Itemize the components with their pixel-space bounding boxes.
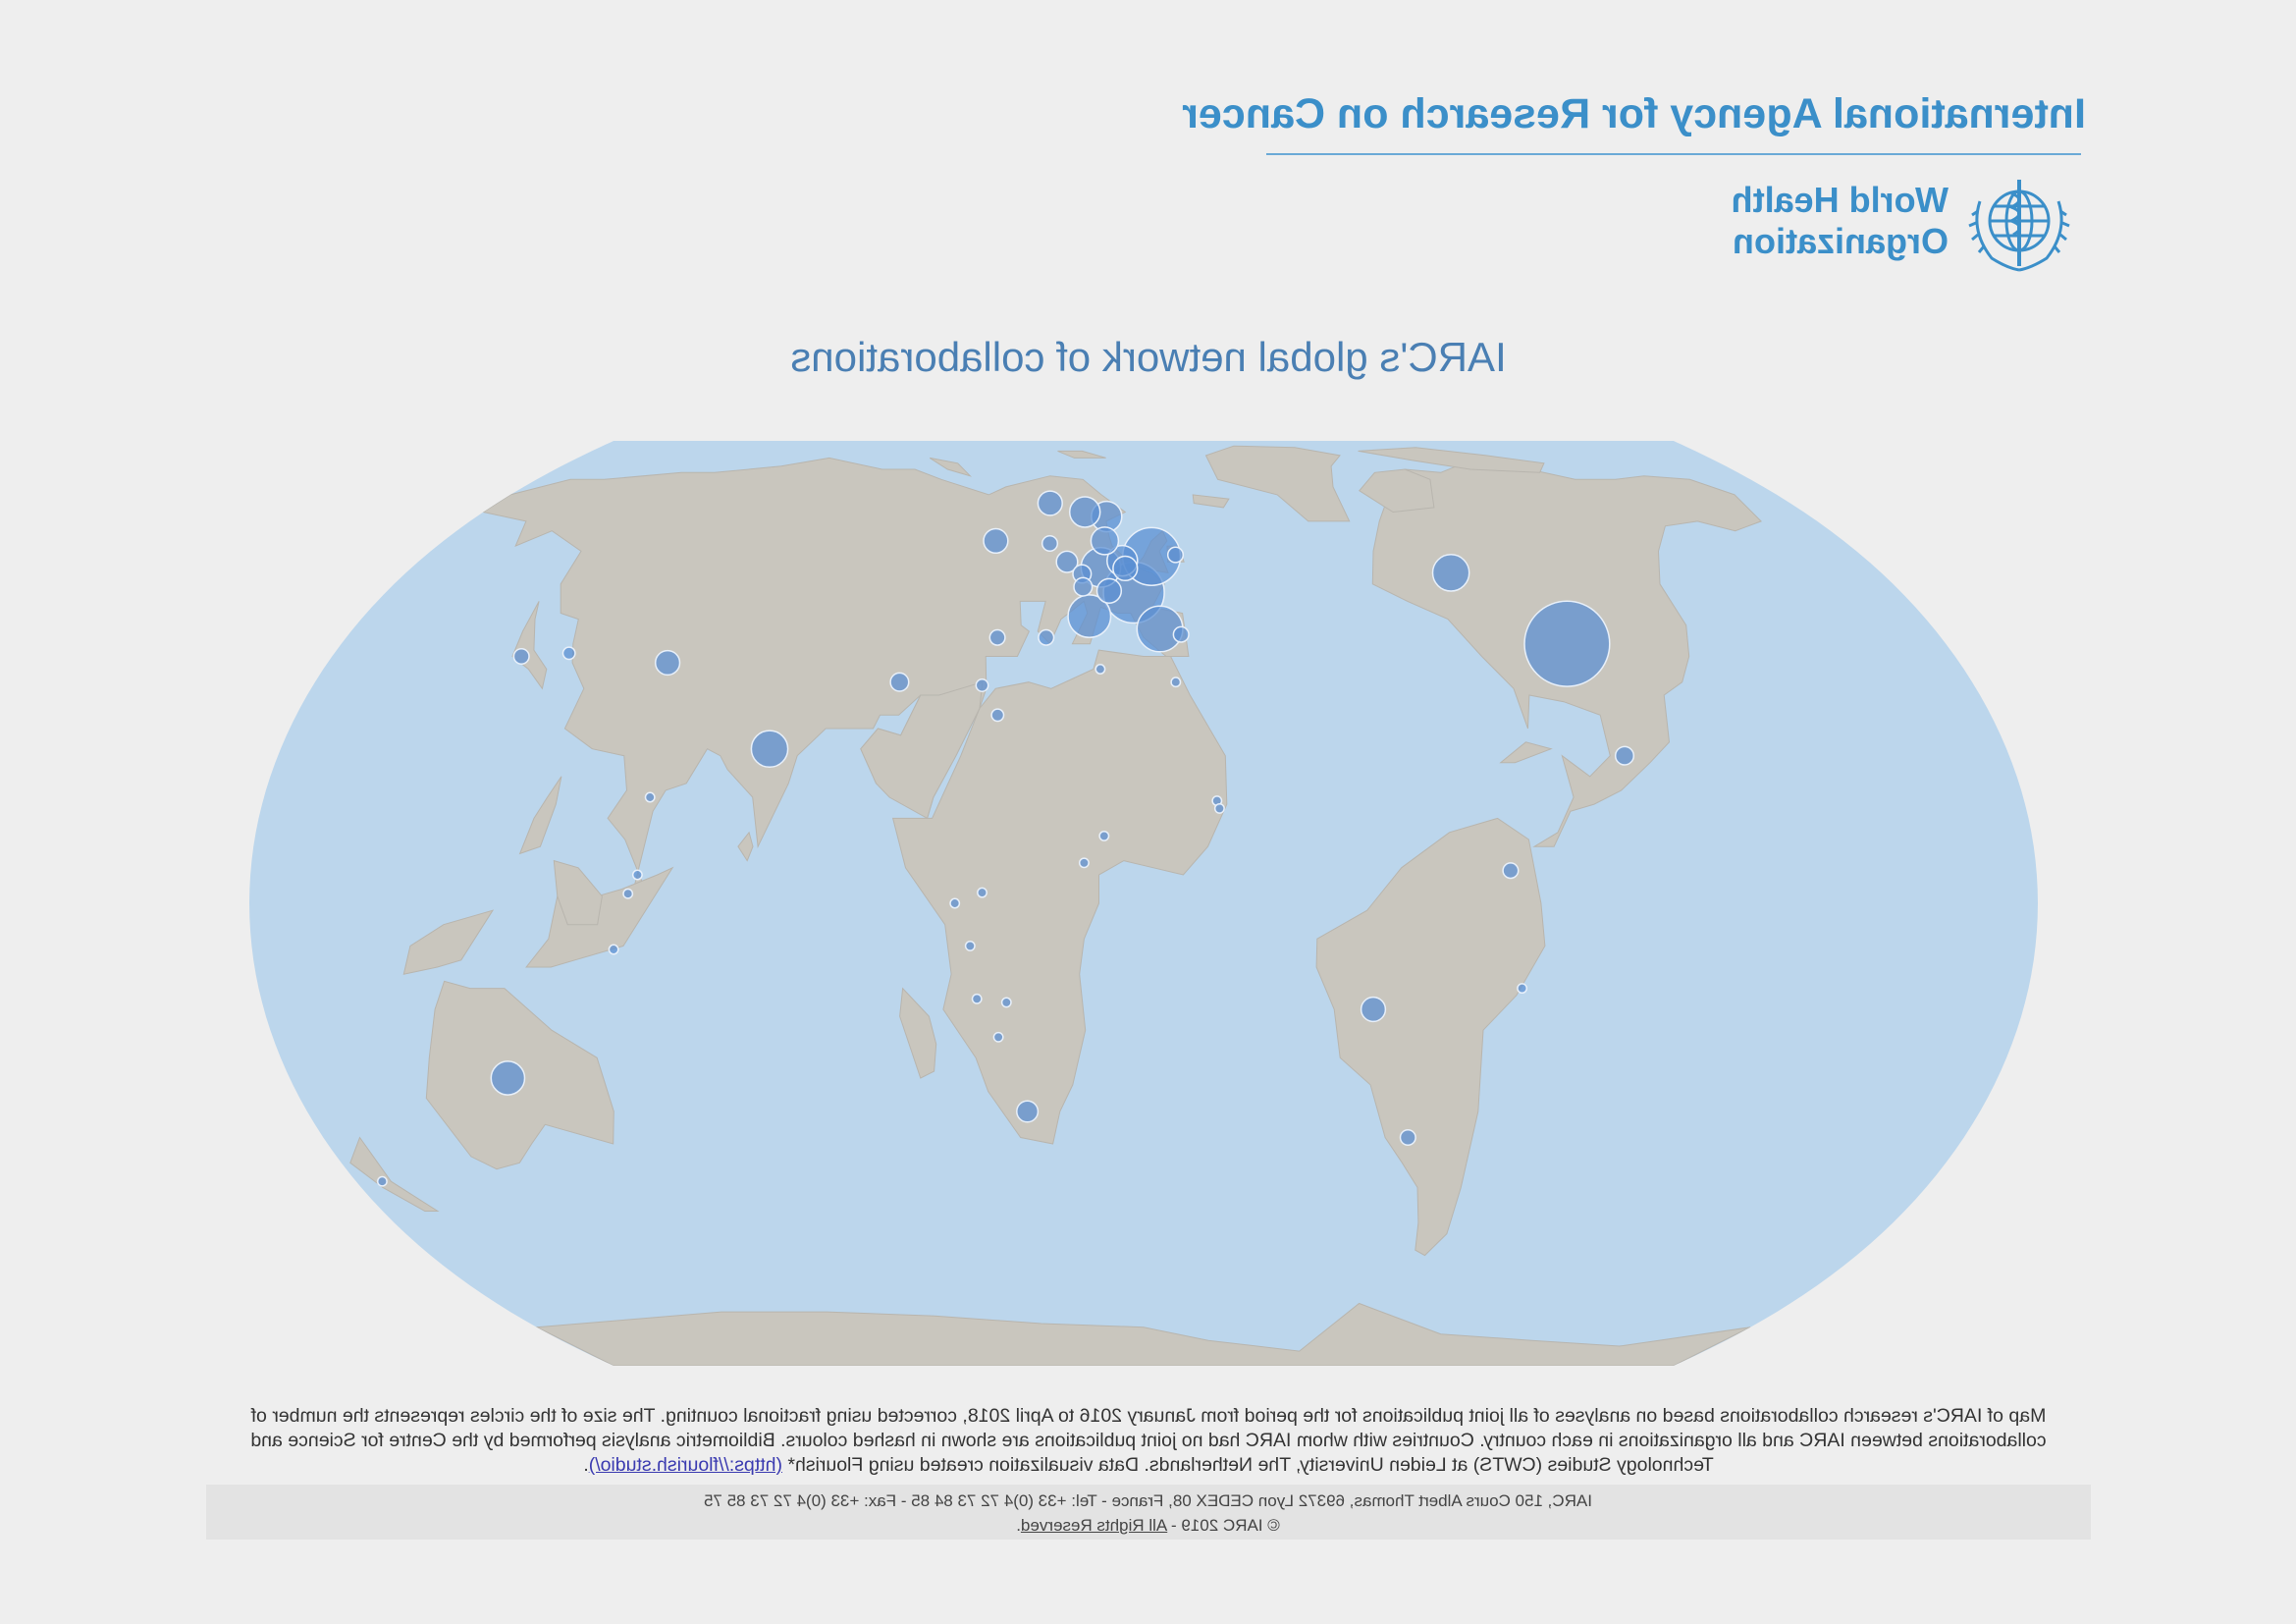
collab-circle-italy[interactable]: [1067, 594, 1112, 639]
landmass-arabia: [860, 681, 984, 820]
collab-circle-morocco[interactable]: [1170, 677, 1182, 688]
copyright-text: © IARC 2019 -: [1167, 1516, 1280, 1535]
collab-circle-nigeria[interactable]: [1098, 830, 1110, 841]
collab-circle-russia[interactable]: [983, 527, 1009, 555]
landmass-novaya-zemlya: [929, 457, 972, 477]
landmass-caribbean: [1499, 741, 1553, 764]
who-line-2: Organization: [1732, 221, 1949, 261]
collab-circle-canada[interactable]: [1431, 554, 1470, 592]
collab-circle-lithuania[interactable]: [1041, 534, 1059, 553]
collab-circle-poland[interactable]: [1055, 550, 1079, 573]
collab-circle-malaysia[interactable]: [631, 869, 643, 881]
landmass-antarctica: [534, 1302, 1751, 1366]
collab-circle-thailand[interactable]: [644, 791, 656, 803]
collab-circle-belgium[interactable]: [1112, 555, 1139, 582]
collab-circle-indonesia[interactable]: [608, 944, 619, 955]
collab-circle-india[interactable]: [750, 730, 789, 769]
landmass-south-america: [1315, 817, 1546, 1257]
rights-link[interactable]: All Rights Reserved: [1020, 1516, 1168, 1535]
map-title: IARC's global network of collaborations: [790, 334, 1507, 380]
landmass-new-zealand: [349, 1136, 440, 1212]
collab-circle-turkey[interactable]: [988, 628, 1006, 646]
landmass-iceland: [1192, 494, 1230, 509]
collab-circle-brazil[interactable]: [1360, 996, 1387, 1023]
collab-circle-china[interactable]: [654, 649, 681, 677]
collab-circle-kenya[interactable]: [949, 897, 961, 909]
landmass-greenland: [1204, 445, 1351, 522]
who-emblem-icon: [1968, 180, 2070, 272]
landmass-borneo: [553, 859, 603, 926]
collaboration-circles: [376, 490, 1635, 1187]
collab-circle-portugal[interactable]: [1172, 625, 1190, 643]
collab-circle-israel[interactable]: [975, 678, 989, 692]
collab-circle-finland[interactable]: [1037, 490, 1063, 516]
landmass-japan: [511, 601, 548, 690]
collab-circle-mexico[interactable]: [1614, 745, 1635, 766]
footer-band: [206, 1485, 2091, 1540]
collab-circle-egypt[interactable]: [990, 708, 1005, 723]
collab-circle-switzerland[interactable]: [1095, 577, 1123, 604]
who-line-1: World Health: [1731, 180, 1949, 220]
collab-circle-singapore[interactable]: [622, 888, 634, 899]
footer-copyright: © IARC 2019 - All Rights Reserved.: [0, 1516, 2296, 1536]
collab-circle-greece[interactable]: [1038, 628, 1055, 646]
collab-circle-new-zealand[interactable]: [376, 1175, 388, 1187]
collab-circle-south-africa[interactable]: [1016, 1100, 1040, 1123]
collab-circle-tunisia[interactable]: [1095, 664, 1106, 675]
collab-circle-uganda[interactable]: [977, 887, 988, 898]
agency-title: International Agency for Research on Can…: [1182, 90, 2086, 137]
landmass-indonesia: [525, 866, 674, 968]
footer-address: IARC, 150 Cours Albert Thomas, 69372 Lyo…: [704, 1491, 1592, 1510]
caption-trail: .: [583, 1454, 589, 1476]
collab-circle-korea[interactable]: [561, 646, 576, 661]
collab-circle-malawi[interactable]: [971, 993, 983, 1004]
caption-text: Map of IARC's research collaborations ba…: [250, 1405, 2047, 1476]
landmass-arctic-islands: [1358, 447, 1545, 473]
map-caption: Map of IARC's research collaborations ba…: [236, 1404, 2061, 1478]
world-map[interactable]: [245, 437, 2042, 1370]
collab-circle-united-states[interactable]: [1523, 600, 1611, 687]
landmass-svalbard: [1057, 450, 1106, 459]
landmass-africa: [891, 649, 1228, 1145]
rights-trail: .: [1016, 1516, 1021, 1535]
landmass-baffin: [1359, 468, 1435, 514]
collab-circle-austria[interactable]: [1073, 576, 1094, 597]
header-divider: [1266, 153, 2081, 155]
landmass-new-guinea: [402, 909, 495, 975]
landmass-sri-lanka: [737, 831, 754, 862]
flourish-link[interactable]: (https://flourish.studio/): [588, 1454, 782, 1476]
collab-circle-peru[interactable]: [1517, 983, 1528, 995]
collab-circle-sweden[interactable]: [1068, 496, 1101, 528]
who-wordmark: World Health Organization: [1723, 180, 1949, 262]
collab-circle-denmark[interactable]: [1090, 526, 1120, 556]
collab-circle-colombia[interactable]: [1502, 862, 1520, 880]
collab-circle-argentina[interactable]: [1399, 1128, 1416, 1147]
collab-circle-iran[interactable]: [889, 672, 910, 692]
collab-circle-zimbabwe[interactable]: [992, 1031, 1004, 1043]
collab-circle-cameroon[interactable]: [1078, 857, 1090, 869]
landmass-philippines: [518, 776, 562, 855]
collab-circle-australia[interactable]: [490, 1060, 526, 1096]
landmass-madagascar: [899, 987, 937, 1079]
collab-circle-japan[interactable]: [512, 647, 530, 666]
world-map-canvas[interactable]: [245, 437, 2042, 1370]
collab-circle-zambia[interactable]: [1000, 997, 1012, 1008]
collab-circle-gambia[interactable]: [1213, 802, 1225, 814]
who-logo: World Health Organization: [1723, 172, 2086, 280]
collab-circle-ireland[interactable]: [1166, 546, 1185, 564]
collab-circle-tanzania[interactable]: [964, 940, 976, 951]
